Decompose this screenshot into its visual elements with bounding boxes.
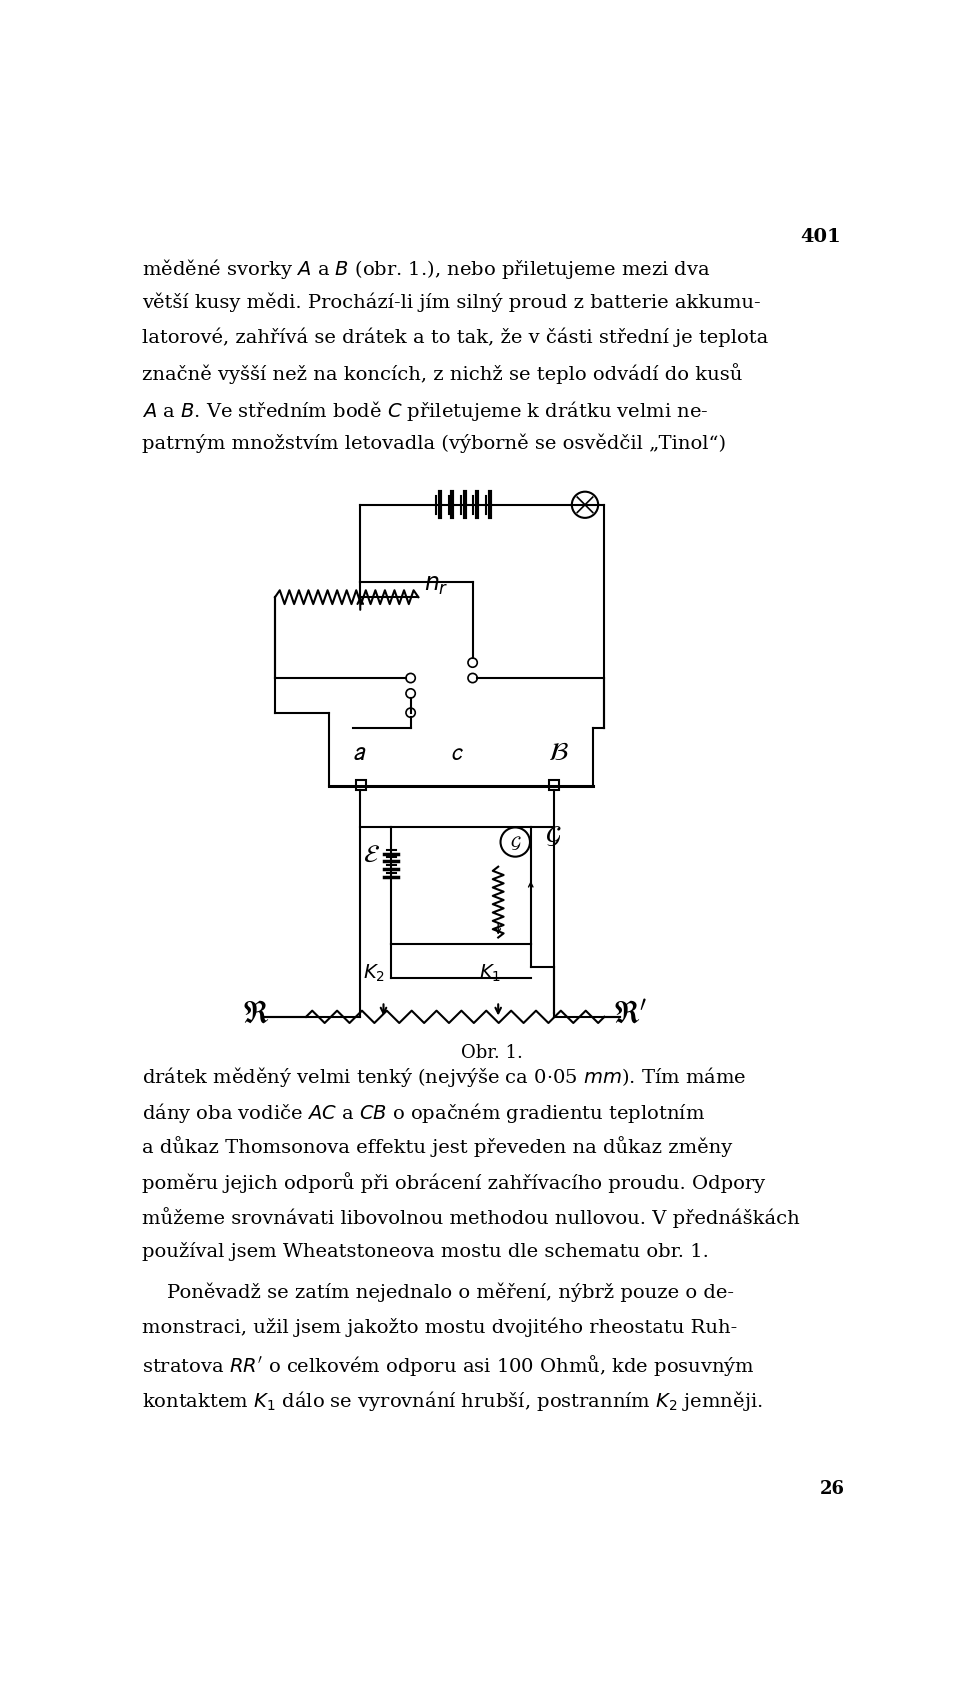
Bar xyxy=(355,780,366,791)
Text: $\mathfrak{R}$: $\mathfrak{R}$ xyxy=(242,999,269,1029)
Text: poměru jejich odporů při obrácení zahřívacího proudu. Odpory: poměru jejich odporů při obrácení zahřív… xyxy=(142,1172,765,1193)
Text: 401: 401 xyxy=(800,228,841,245)
Circle shape xyxy=(468,658,477,668)
Text: a důkaz Thomsonova effektu jest převeden na důkaz změny: a důkaz Thomsonova effektu jest převeden… xyxy=(142,1137,732,1157)
Text: monstraci, užil jsem jakožto mostu dvojitého rheostatu Ruh-: monstraci, užil jsem jakožto mostu dvoji… xyxy=(142,1317,737,1338)
Text: stratova $\mathit{RR'}$ o celkovém odporu asi 100 Ohmů, kde posuvným: stratova $\mathit{RR'}$ o celkovém odpor… xyxy=(142,1353,755,1379)
Text: můžeme srovnávati libovolnou methodou nullovou. V přednáškách: můžeme srovnávati libovolnou methodou nu… xyxy=(142,1206,800,1229)
Text: patrným množstvím letovadla (výborně se osvědčil „Tinol“): patrným množstvím letovadla (výborně se … xyxy=(142,435,726,453)
Text: větší kusy mědi. Prochází-li jím silný proud z batterie akkumu-: větší kusy mědi. Prochází-li jím silný p… xyxy=(142,293,760,312)
Circle shape xyxy=(468,673,477,683)
Text: 26: 26 xyxy=(820,1481,845,1498)
Text: $\mathit{A}$ a $\mathit{B}$. Ve středním bodě $\mathit{C}$ přiletujeme k drátku : $\mathit{A}$ a $\mathit{B}$. Ve středním… xyxy=(142,399,708,423)
Text: $\mathcal{G}$: $\mathcal{G}$ xyxy=(544,823,562,849)
Text: používal jsem Wheatstoneova mostu dle schematu obr. 1.: používal jsem Wheatstoneova mostu dle sc… xyxy=(142,1242,708,1261)
Circle shape xyxy=(406,673,416,683)
Text: $\mathcal{a}$: $\mathcal{a}$ xyxy=(351,740,366,765)
Text: Poněvadž se zatím nejednalo o měření, nýbrž pouze o de-: Poněvadž se zatím nejednalo o měření, ný… xyxy=(142,1283,733,1302)
Text: Obr. 1.: Obr. 1. xyxy=(461,1045,523,1062)
Text: měděné svorky $\mathit{A}$ a $\mathit{B}$ (obr. 1.), nebo přiletujeme mezi dva: měděné svorky $\mathit{A}$ a $\mathit{B}… xyxy=(142,257,710,281)
Text: $\mathit{K}_1$: $\mathit{K}_1$ xyxy=(479,963,501,985)
Text: drátek měděný velmi tenký (nejvýše ca 0·05 ​$\mathit{mm}$). Tím máme: drátek měděný velmi tenký (nejvýše ca 0·… xyxy=(142,1065,746,1089)
Text: kontaktem $K_1$ dálo se vyrovnání hrubší, postranním $K_2$ jemněji.: kontaktem $K_1$ dálo se vyrovnání hrubší… xyxy=(142,1389,762,1413)
Text: značně vyšší než na koncích, z nichž se teplo odvádí do kusů: značně vyšší než na koncích, z nichž se … xyxy=(142,363,742,383)
Bar xyxy=(549,780,560,791)
Text: $n_r$: $n_r$ xyxy=(423,574,448,596)
Text: $\mathit{K}_2$: $\mathit{K}_2$ xyxy=(363,963,385,985)
Text: latorové, zahřívá se drátek a to tak, že v části střední je teplota: latorové, zahřívá se drátek a to tak, že… xyxy=(142,327,768,348)
Text: dány oba vodiče $\mathit{AC}$ a $\mathit{CB}$ o opačném gradientu teplotním: dány oba vodiče $\mathit{AC}$ a $\mathit… xyxy=(142,1101,705,1125)
Text: $\mathcal{c}$: $\mathcal{c}$ xyxy=(450,741,464,765)
Text: $\mathcal{E}$: $\mathcal{E}$ xyxy=(364,843,380,867)
Text: $\mathfrak{R}'$: $\mathfrak{R}'$ xyxy=(612,999,647,1029)
Text: $\mathcal{G}$: $\mathcal{G}$ xyxy=(510,833,522,852)
Text: $\mathcal{B}$: $\mathcal{B}$ xyxy=(547,740,568,765)
Circle shape xyxy=(406,688,416,699)
Circle shape xyxy=(406,709,416,717)
